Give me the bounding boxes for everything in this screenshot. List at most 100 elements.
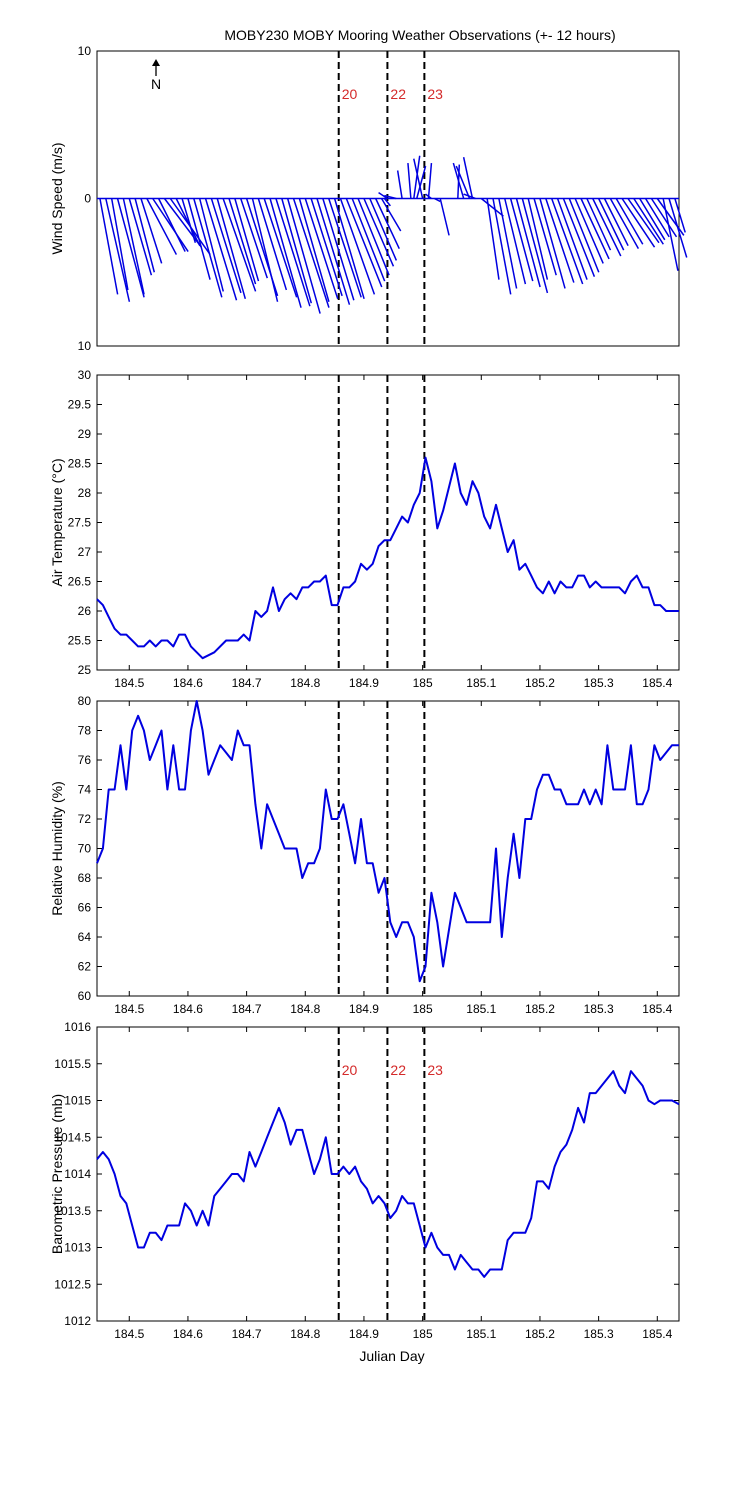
wind-stick — [375, 198, 400, 249]
north-label: N — [151, 76, 161, 92]
x-tick-label: 184.9 — [349, 1327, 379, 1341]
wind-stick — [413, 158, 424, 199]
wind-stick — [204, 198, 238, 301]
event-marker-label: 23 — [427, 1062, 443, 1078]
x-tick-label: 184.6 — [173, 1327, 203, 1341]
north-arrow-head — [152, 59, 160, 66]
wind-stick — [407, 163, 412, 199]
y-tick-label: 27 — [78, 545, 92, 559]
y-tick-label: 1015 — [64, 1094, 91, 1108]
figure-title: MOBY230 MOBY Mooring Weather Observation… — [224, 27, 615, 43]
wind-stick — [228, 198, 257, 285]
wind-stick — [152, 198, 189, 253]
wind-stick — [316, 198, 351, 305]
y-tick-label: 26.5 — [68, 575, 92, 589]
y-tick-label: 1012 — [64, 1314, 91, 1328]
wind-stick — [486, 198, 500, 280]
wind-stick — [234, 198, 260, 282]
wind-stick — [187, 198, 211, 280]
y-tick-label: 1012.5 — [54, 1277, 91, 1291]
y-tick-label: 80 — [78, 694, 92, 708]
wind-stick — [198, 198, 224, 292]
wind-stick — [498, 198, 518, 289]
wind-stick — [603, 198, 629, 247]
x-tick-label: 184.5 — [114, 1002, 144, 1016]
wind-stick — [122, 198, 145, 295]
x-tick-label: 185.2 — [525, 676, 555, 690]
wind-stick — [383, 198, 391, 207]
wind-stick — [455, 165, 471, 199]
wind-stick — [452, 162, 465, 199]
panel-4: 1012 1012.5 1013 1013.5 1014 1014.5 1015 1015.5… — [49, 1020, 680, 1341]
x-tick-label: 185.2 — [525, 1327, 555, 1341]
x-tick-label: 185.3 — [584, 676, 614, 690]
x-tick-label: 185 — [413, 1327, 433, 1341]
wind-stick — [110, 198, 129, 291]
wind-stick — [668, 198, 688, 258]
wind-stick — [175, 198, 201, 247]
wind-stick — [396, 170, 403, 199]
wind-stick — [568, 198, 600, 273]
wind-stick — [304, 198, 339, 300]
event-marker-label: 20 — [342, 1062, 358, 1078]
wind-stick — [413, 155, 421, 199]
wind-stick — [310, 198, 343, 297]
x-tick-label: 185.4 — [642, 676, 672, 690]
series-line — [96, 456, 679, 660]
wind-stick — [527, 198, 549, 280]
wind-stick — [140, 198, 163, 264]
y-tick-label: 28 — [78, 486, 92, 500]
x-tick-label: 185.3 — [584, 1002, 614, 1016]
y-axis-label: Air Temperature (°C) — [49, 458, 65, 586]
y-tick-label: 1014.5 — [54, 1130, 91, 1144]
y-tick-label: 74 — [78, 783, 92, 797]
y-tick-label: 25.5 — [68, 634, 92, 648]
x-tick-label: 185.1 — [466, 676, 496, 690]
y-axis-label: Barometric Pressure (mb) — [49, 1094, 65, 1254]
wind-stick — [463, 193, 476, 200]
event-marker-label: 22 — [390, 86, 406, 102]
wind-stick — [509, 198, 534, 282]
event-marker-label: 22 — [390, 1062, 406, 1078]
wind-stick — [181, 198, 197, 243]
y-tick-label: 76 — [78, 753, 92, 767]
wind-stick — [275, 198, 311, 307]
wind-stick — [292, 198, 330, 308]
y-tick-label: 62 — [78, 960, 92, 974]
x-tick-label: 184.8 — [290, 1002, 320, 1016]
y-tick-label: 78 — [78, 724, 92, 738]
wind-stick — [369, 198, 398, 261]
y-axis-label: Wind Speed (m/s) — [49, 142, 65, 254]
y-tick-label: 29.5 — [68, 398, 92, 412]
wind-stick — [539, 198, 566, 289]
wind-stick — [339, 198, 376, 295]
x-axis-label: Julian Day — [359, 1348, 424, 1364]
wind-stick — [357, 198, 390, 276]
y-tick-label: 0 — [84, 192, 91, 206]
wind-stick — [597, 198, 625, 251]
y-tick-label: 72 — [78, 812, 92, 826]
wind-stick — [193, 198, 223, 298]
wind-stick — [621, 198, 656, 248]
event-marker-label: 23 — [427, 86, 443, 102]
wind-stick — [580, 198, 610, 260]
wind-stick — [157, 198, 186, 252]
panel-1: 10 0 10 Wind Speed (m/s) 20 22 23 N — [49, 44, 688, 353]
wind-stick — [434, 197, 441, 203]
y-tick-label: 68 — [78, 871, 92, 885]
y-tick-label: 30 — [78, 368, 92, 382]
wind-stick — [592, 198, 622, 257]
x-tick-label: 185.1 — [466, 1327, 496, 1341]
wind-stick — [656, 198, 685, 236]
y-tick-label: 1016 — [64, 1020, 91, 1034]
wind-stick — [134, 198, 156, 273]
wind-stick — [146, 198, 178, 255]
y-tick-label: 1014 — [64, 1167, 91, 1181]
wind-stick — [384, 194, 397, 200]
wind-stick — [216, 198, 247, 300]
x-tick-label: 185 — [413, 676, 433, 690]
y-tick-label: 28.5 — [68, 457, 92, 471]
wind-stick — [515, 198, 541, 288]
wind-stick — [257, 198, 288, 291]
